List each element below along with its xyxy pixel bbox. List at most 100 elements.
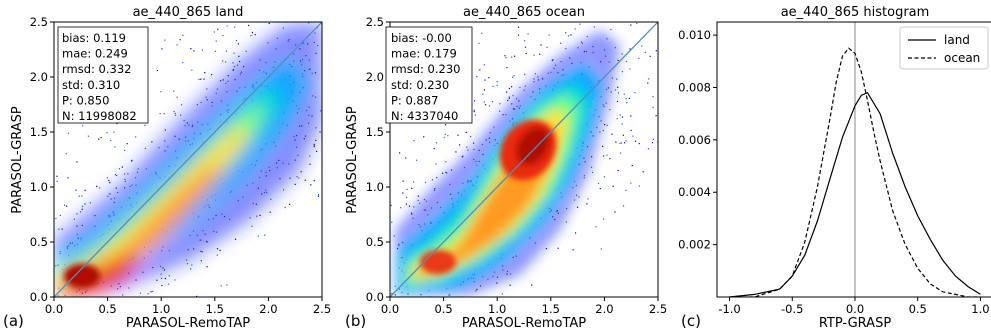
scatter-point — [406, 188, 408, 190]
axis-ticks-a: 0.0 0.5 1.0 1.5 2.0 2.5 0.0 0.5 1.0 1.5 2.0 2.5 — [30, 15, 331, 316]
scatter-point — [234, 238, 237, 240]
scatter-point — [417, 199, 419, 202]
scatter-point — [492, 85, 494, 88]
scatter-point — [551, 59, 553, 62]
scatter-point — [315, 139, 317, 142]
y-tick-label: 2.5 — [30, 15, 48, 29]
scatter-point — [625, 60, 628, 62]
scatter-point — [501, 293, 503, 295]
scatter-point — [626, 102, 628, 104]
scatter-point — [606, 154, 608, 156]
scatter-point — [313, 143, 315, 145]
scatter-point — [457, 134, 459, 136]
scatter-point — [557, 247, 559, 249]
histogram-curves — [729, 47, 981, 297]
scatter-point — [81, 208, 83, 210]
scatter-point — [472, 142, 475, 144]
x-tick-label: 0.0 — [381, 302, 399, 316]
panel-title: ae_440_865 ocean — [463, 5, 585, 20]
density-secondary-ocean — [420, 250, 456, 274]
scatter-point — [313, 144, 315, 146]
scatter-point — [399, 152, 401, 154]
stats-box: bias: 0.119 mae: 0.249 rmsd: 0.332 std: 0.3… — [57, 26, 149, 124]
scatter-point — [191, 69, 193, 71]
scatter-point — [540, 44, 542, 46]
legend-label-ocean: ocean — [944, 51, 980, 65]
x-tick-label: 2.0 — [595, 302, 613, 316]
scatter-point — [67, 177, 69, 179]
stats-line: bias: 0.119 — [62, 31, 126, 45]
scatter-point — [483, 101, 485, 103]
scatter-point — [318, 194, 320, 196]
scatter-point — [121, 166, 123, 168]
scatter-point — [508, 96, 511, 98]
scatter-point — [161, 48, 163, 50]
scatter-point — [174, 279, 176, 281]
scatter-point — [431, 179, 434, 181]
stats-line: std: 0.310 — [62, 78, 120, 92]
axis-ticks-b: 0.0 0.5 1.0 1.5 2.0 2.5 0.0 0.5 1.0 1.5 2.0 2.5 — [366, 15, 667, 316]
stats-text: bias: 0.119 mae: 0.249 rmsd: 0.332 std: 0.3… — [62, 31, 137, 123]
scatter-point — [586, 203, 588, 205]
scatter-point — [298, 177, 300, 179]
scatter-point — [642, 171, 644, 173]
scatter-point — [130, 160, 133, 162]
scatter-point — [603, 176, 605, 178]
scatter-point — [405, 196, 408, 198]
scatter-point — [565, 32, 567, 34]
scatter-point — [144, 147, 147, 150]
x-tick-label: 1.0 — [971, 302, 989, 316]
scatter-point — [67, 132, 69, 134]
y-tick-label: 1.0 — [30, 180, 48, 194]
scatter-point — [465, 131, 467, 134]
y-tick-label: 0.0 — [30, 290, 48, 304]
scatter-point — [76, 213, 78, 215]
scatter-point — [254, 34, 256, 36]
scatter-point — [488, 77, 490, 79]
scatter-point — [319, 131, 321, 133]
scatter-point — [235, 39, 238, 42]
scatter-point — [567, 35, 570, 37]
panel-a: 0.0 0.5 1.0 1.5 2.0 2.5 0.0 0.5 1.0 1.5 2.0 2.5 ae_… — [3, 5, 331, 331]
scatter-point — [186, 263, 189, 265]
scatter-point — [84, 189, 86, 192]
scatter-point — [405, 157, 407, 159]
scatter-point — [496, 81, 498, 83]
scatter-point — [621, 123, 623, 125]
scatter-point — [174, 112, 176, 115]
scatter-point — [220, 285, 222, 287]
x-tick-label: 1.0 — [152, 302, 170, 316]
x-tick-label: 2.5 — [313, 302, 331, 316]
scatter-point — [100, 137, 102, 139]
scatter-point — [257, 235, 259, 237]
series-line-land — [729, 91, 981, 297]
scatter-point — [481, 32, 483, 34]
scatter-point — [164, 129, 166, 131]
scatter-point — [233, 52, 235, 54]
x-tick-label: 1.5 — [542, 302, 560, 316]
scatter-point — [638, 185, 641, 187]
x-tick-label: 0.0 — [846, 302, 864, 316]
scatter-point — [546, 46, 548, 48]
scatter-point — [473, 109, 475, 111]
scatter-point — [590, 166, 593, 168]
y-tick-label: 1.5 — [366, 125, 384, 139]
scatter-point — [55, 217, 57, 220]
scatter-point — [87, 135, 90, 137]
scatter-point — [446, 172, 448, 174]
x-axis-label: PARASOL-RemoTAP — [126, 316, 250, 331]
scatter-point — [531, 284, 533, 286]
scatter-point — [163, 113, 165, 115]
stats-line: std: 0.230 — [391, 78, 449, 92]
series-line-ocean — [729, 47, 981, 297]
scatter-point — [168, 275, 170, 277]
scatter-point — [628, 97, 630, 100]
scatter-point — [114, 146, 116, 148]
scatter-point — [483, 89, 486, 91]
panel-c: -1.0 -0.5 0.0 0.5 1.0 0.002 0.004 0.006 0.008 0.0… — [678, 5, 991, 331]
x-tick-label: 2.5 — [649, 302, 667, 316]
scatter-point — [315, 150, 318, 153]
one-to-one-line — [54, 22, 322, 297]
scatter-point — [98, 138, 100, 140]
scatter-point — [203, 78, 205, 80]
